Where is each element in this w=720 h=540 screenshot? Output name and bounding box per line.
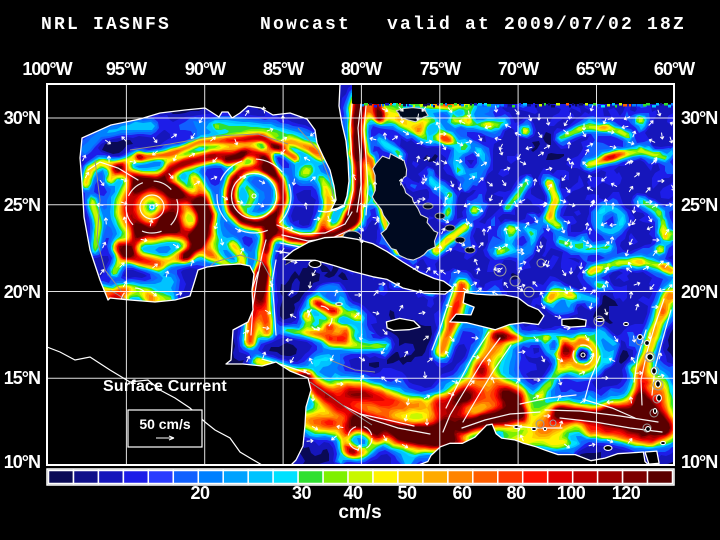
svg-text:65°W: 65°W xyxy=(576,59,617,79)
svg-text:20°N: 20°N xyxy=(681,282,717,302)
svg-text:60: 60 xyxy=(452,483,472,503)
svg-text:30: 30 xyxy=(292,483,312,503)
svg-text:80°W: 80°W xyxy=(341,59,382,79)
svg-text:120: 120 xyxy=(612,483,641,503)
svg-text:15°N: 15°N xyxy=(681,368,717,388)
svg-text:20: 20 xyxy=(190,483,210,503)
svg-text:70°W: 70°W xyxy=(498,59,539,79)
svg-text:40: 40 xyxy=(343,483,363,503)
svg-text:30°N: 30°N xyxy=(681,108,717,128)
svg-text:Surface Current: Surface Current xyxy=(103,378,227,395)
svg-text:10°N: 10°N xyxy=(4,452,40,472)
svg-text:60°W: 60°W xyxy=(654,59,695,79)
svg-text:50 cm/s: 50 cm/s xyxy=(139,416,191,432)
svg-text:95°W: 95°W xyxy=(106,59,147,79)
svg-text:90°W: 90°W xyxy=(185,59,226,79)
svg-text:50: 50 xyxy=(397,483,417,503)
svg-text:85°W: 85°W xyxy=(263,59,304,79)
svg-text:cm/s: cm/s xyxy=(338,502,381,523)
svg-text:80: 80 xyxy=(506,483,526,503)
svg-text:10°N: 10°N xyxy=(681,452,717,472)
svg-text:25°N: 25°N xyxy=(4,195,40,215)
svg-text:75°W: 75°W xyxy=(420,59,461,79)
svg-text:Nowcast: Nowcast xyxy=(260,15,351,35)
svg-text:100°W: 100°W xyxy=(22,59,72,79)
svg-text:100: 100 xyxy=(557,483,586,503)
svg-text:30°N: 30°N xyxy=(4,108,40,128)
svg-text:25°N: 25°N xyxy=(681,195,717,215)
svg-text:15°N: 15°N xyxy=(4,368,40,388)
svg-text:20°N: 20°N xyxy=(4,282,40,302)
svg-text:valid at 2009/07/02 18Z: valid at 2009/07/02 18Z xyxy=(387,15,686,35)
svg-text:NRL IASNFS: NRL IASNFS xyxy=(41,15,171,35)
